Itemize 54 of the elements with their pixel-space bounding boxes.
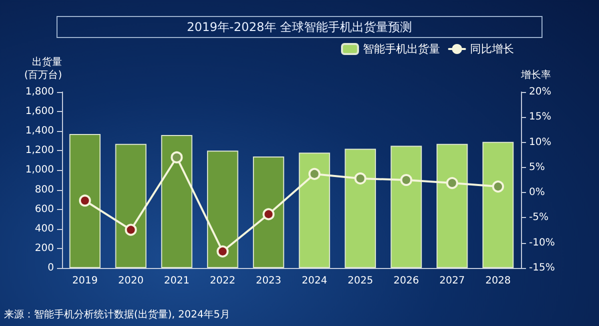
bar bbox=[161, 135, 192, 268]
point bbox=[216, 245, 229, 258]
x-tick-label: 2027 bbox=[439, 276, 465, 286]
point bbox=[492, 180, 504, 193]
y-tick-label: 800 bbox=[34, 184, 54, 196]
legend-label: 同比增长 bbox=[470, 42, 514, 56]
y2-tick-label: 10% bbox=[529, 136, 552, 148]
chart-title: 2019年-2028年 全球智能手机出货量预测 bbox=[186, 20, 412, 34]
y2-tick-label: -10% bbox=[529, 237, 555, 248]
legend-label: 智能手机出货量 bbox=[363, 42, 440, 56]
point bbox=[308, 168, 320, 180]
y-tick-label: 200 bbox=[34, 242, 54, 254]
point bbox=[262, 208, 275, 220]
point bbox=[446, 177, 458, 190]
bar bbox=[69, 134, 101, 268]
y-tick-label: 1,400 bbox=[25, 126, 54, 137]
source-note: 来源：智能手机分析统计数据(出货量), 2024年5月 bbox=[4, 308, 230, 320]
y-tick-label: 1,600 bbox=[25, 106, 54, 118]
bar bbox=[298, 152, 330, 268]
y-tick-label: 400 bbox=[34, 223, 54, 234]
y2-tick-label: 20% bbox=[529, 86, 552, 98]
x-tick-label: 2019 bbox=[72, 276, 98, 286]
y2-tick-label: -5% bbox=[529, 212, 548, 224]
y2-axis-title: 增长率 bbox=[520, 69, 551, 81]
x-tick-label: 2026 bbox=[394, 276, 419, 286]
x-tick-label: 2028 bbox=[485, 276, 511, 286]
y2-tick-label: 0% bbox=[529, 187, 545, 198]
bar bbox=[252, 156, 284, 268]
bar bbox=[482, 142, 514, 268]
bar bbox=[344, 148, 376, 268]
y-tick-label: 0 bbox=[48, 262, 54, 274]
point bbox=[78, 194, 91, 207]
y2-tick-label: -15% bbox=[529, 262, 555, 274]
point bbox=[354, 172, 366, 184]
y2-tick-label: 15% bbox=[529, 112, 552, 123]
x-tick-label: 2025 bbox=[348, 276, 374, 286]
bar bbox=[436, 144, 468, 268]
y2-tick-label: 5% bbox=[529, 162, 545, 173]
y-tick-label: 600 bbox=[34, 204, 54, 215]
x-tick-label: 2023 bbox=[256, 276, 282, 286]
x-tick-label: 2024 bbox=[302, 276, 328, 286]
x-tick-label: 2020 bbox=[118, 276, 144, 286]
y-axis-title: 出货量 (百万台) bbox=[24, 56, 62, 81]
x-tick-label: 2022 bbox=[210, 276, 236, 286]
bar bbox=[390, 146, 422, 268]
y-tick-label: 1,800 bbox=[25, 86, 54, 98]
y-tick-label: 1,000 bbox=[25, 164, 54, 176]
y-tick-label: 1,200 bbox=[25, 145, 54, 156]
point bbox=[170, 151, 183, 164]
point bbox=[400, 174, 412, 186]
bar bbox=[115, 144, 146, 268]
bar bbox=[207, 150, 238, 268]
point bbox=[124, 224, 137, 236]
x-tick-label: 2021 bbox=[164, 276, 190, 286]
